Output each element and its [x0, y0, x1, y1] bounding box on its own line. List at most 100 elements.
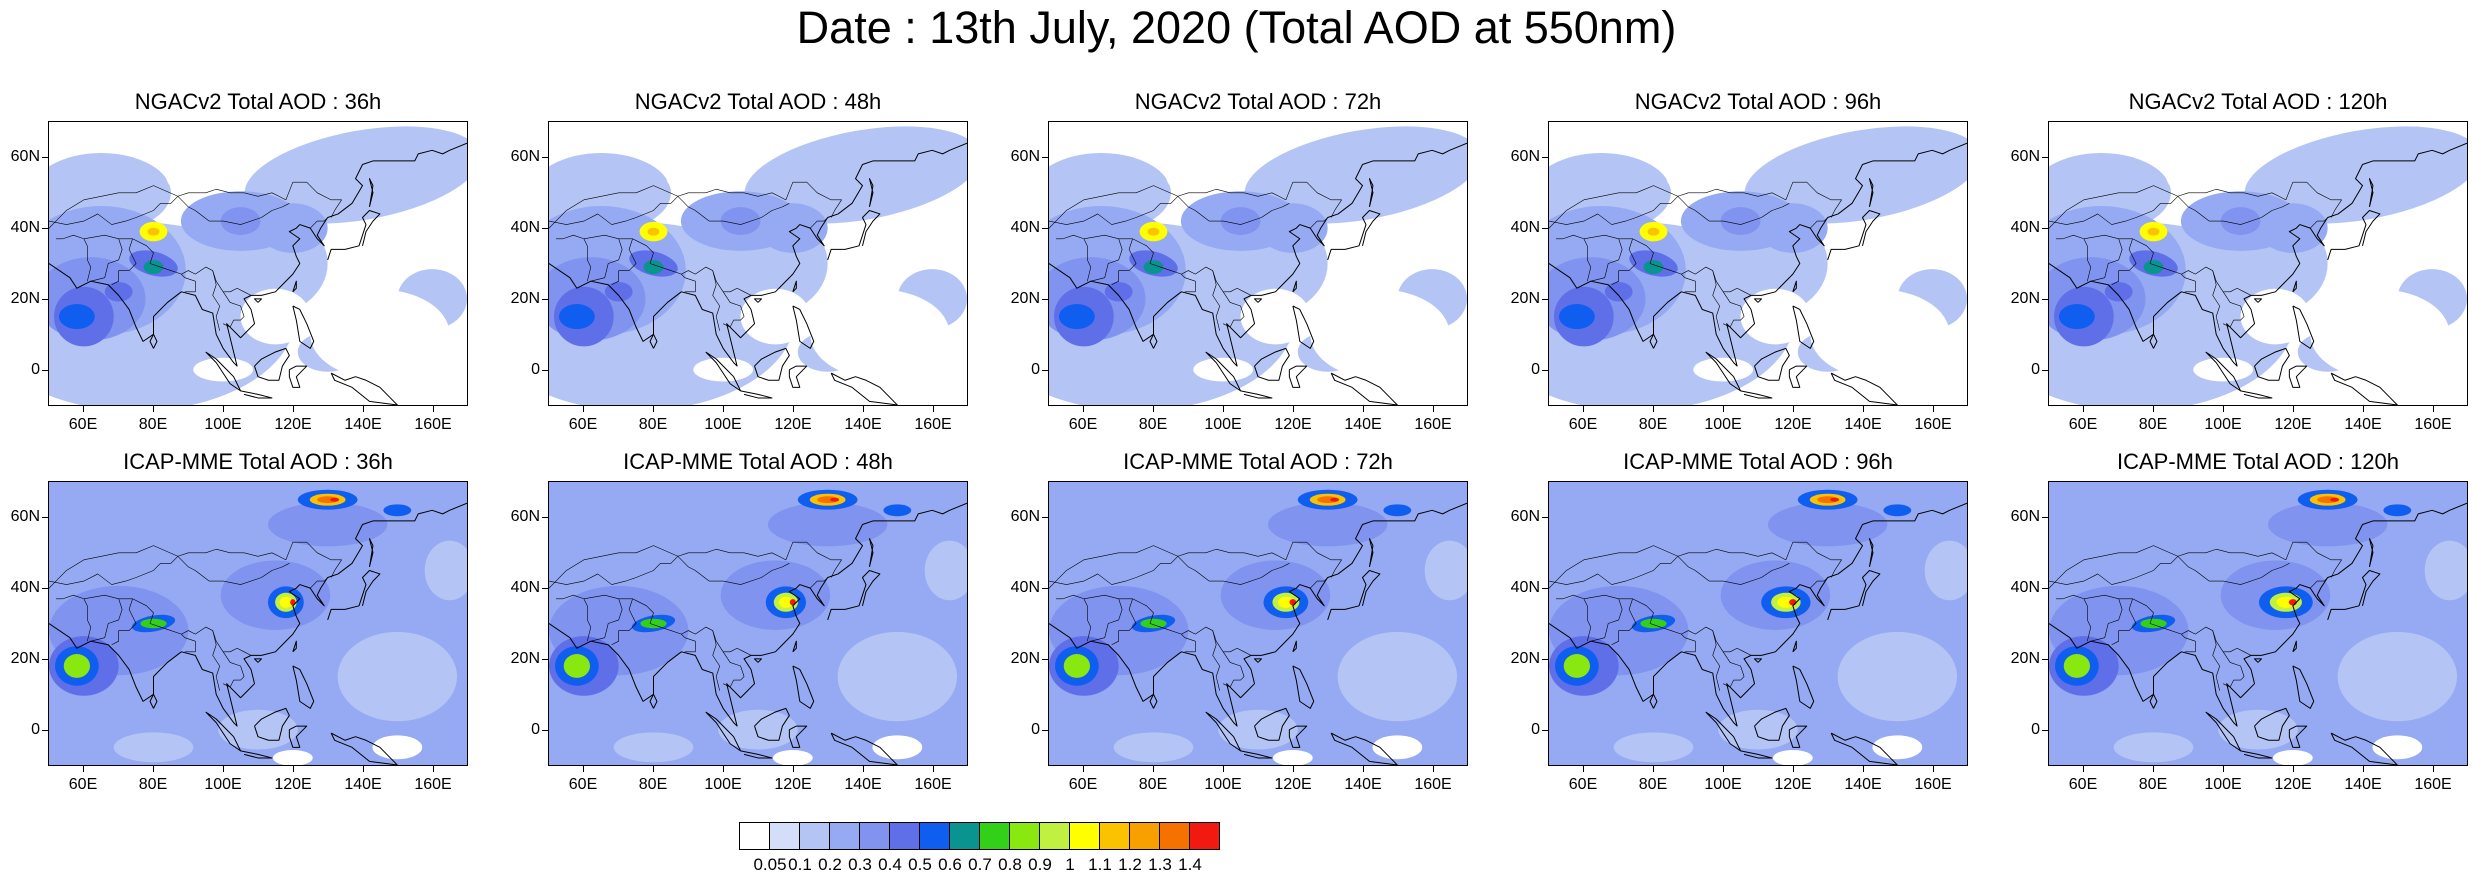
lat-tick-label: 60N — [1010, 507, 1040, 525]
lon-tick-label: 120E — [274, 416, 312, 433]
colorbar — [739, 822, 1220, 850]
lat-tick — [2042, 299, 2048, 301]
colorbar-label: 1.3 — [1148, 855, 1172, 874]
lon-tick — [793, 406, 794, 412]
lat-tick-label: 40N — [1510, 578, 1540, 596]
aod-feature — [558, 304, 595, 330]
lat-tick — [2042, 156, 2048, 158]
lat-tick-label: 0 — [531, 721, 540, 739]
lon-tick-label: 140E — [1344, 416, 1382, 433]
lat-tick-label: 20N — [1010, 650, 1040, 668]
lon-tick — [153, 766, 154, 772]
lat-tick-label: 60N — [10, 507, 40, 525]
lat-tick — [42, 299, 48, 301]
lat-tick — [1042, 587, 1048, 589]
map-panel: NGACv2 Total AOD : 96h 60N 40N 20N 0 60E 80E 10… — [1500, 88, 2000, 438]
lon-tick-label: 100E — [1204, 776, 1242, 793]
aod-feature — [1140, 618, 1167, 629]
lat-tick-label: 40N — [1510, 218, 1540, 236]
lon-tick-label: 120E — [1774, 416, 1812, 433]
aod-feature — [720, 207, 761, 235]
lat-tick — [1042, 156, 1048, 158]
aod-field — [1549, 126, 1967, 405]
map-panel: NGACv2 Total AOD : 120h 60N 40N 20N 0 60E 80E 1… — [2000, 88, 2473, 438]
lon-tick — [433, 406, 434, 412]
panel-title: ICAP-MME Total AOD : 120h — [2116, 449, 2400, 474]
lon-tick — [2223, 766, 2224, 772]
lon-tick-label: 80E — [2138, 416, 2168, 433]
lat-tick-label: 60N — [1510, 147, 1540, 165]
lat-tick-label: 60N — [1010, 147, 1040, 165]
lat-tick — [1042, 227, 1048, 229]
aod-field — [549, 482, 967, 765]
lat-tick-label: 40N — [510, 578, 540, 596]
lon-tick — [793, 766, 794, 772]
lon-tick-label: 140E — [344, 776, 382, 793]
lat-tick — [1542, 659, 1548, 661]
lon-tick — [433, 766, 434, 772]
aod-feature — [104, 282, 133, 302]
colorbar-label: 0.8 — [998, 855, 1022, 874]
lon-tick-label: 160E — [1414, 416, 1452, 433]
panel-title: NGACv2 Total AOD : 48h — [634, 89, 882, 114]
lon-tick-label: 100E — [704, 776, 742, 793]
lat-tick-label: 20N — [2010, 650, 2040, 668]
lon-tick — [2223, 406, 2224, 412]
lat-tick — [1542, 730, 1548, 732]
panel-title: ICAP-MME Total AOD : 96h — [1623, 449, 1893, 474]
aod-feature — [1058, 304, 1095, 330]
lat-tick-label: 20N — [1010, 290, 1040, 308]
lat-tick-label: 0 — [2031, 721, 2040, 739]
lat-tick-label: 60N — [2010, 147, 2040, 165]
colorbar-label: 0.4 — [878, 855, 902, 874]
panel-title: NGACv2 Total AOD : 96h — [1634, 89, 1882, 114]
lon-tick — [653, 766, 654, 772]
lon-tick-label: 60E — [1068, 416, 1098, 433]
lat-tick — [2042, 516, 2048, 518]
aod-feature — [1563, 654, 1591, 678]
lat-tick — [2042, 370, 2048, 372]
map-panel: ICAP-MME Total AOD : 72h 60N 40N 20N 0 60E 80E… — [1000, 448, 1500, 798]
colorbar-box — [889, 822, 920, 850]
lon-tick — [83, 766, 84, 772]
lon-tick — [1153, 406, 1154, 412]
aod-feature — [604, 282, 633, 302]
lat-tick — [542, 730, 548, 732]
lon-tick-label: 160E — [414, 776, 452, 793]
map-panel: ICAP-MME Total AOD : 120h 60N 40N 20N 0 60E 80… — [2000, 448, 2473, 798]
lon-tick-label: 140E — [1844, 776, 1882, 793]
colorbar-label: 0.6 — [938, 855, 962, 874]
lon-tick-label: 120E — [1274, 416, 1312, 433]
lon-tick — [723, 406, 724, 412]
lat-tick-label: 40N — [2010, 578, 2040, 596]
lat-tick-label: 60N — [2010, 507, 2040, 525]
aod-feature — [140, 618, 167, 629]
lon-tick — [2293, 406, 2294, 412]
lat-tick-label: 0 — [1031, 721, 1040, 739]
lat-tick — [542, 659, 548, 661]
lon-tick — [363, 766, 364, 772]
lat-tick — [542, 299, 548, 301]
lat-tick-label: 20N — [2010, 290, 2040, 308]
lat-tick-label: 0 — [31, 721, 40, 739]
lon-tick-label: 120E — [2274, 416, 2312, 433]
lon-tick — [863, 766, 864, 772]
lon-tick-label: 60E — [1068, 776, 1098, 793]
panel-title: ICAP-MME Total AOD : 48h — [623, 449, 893, 474]
lon-tick-label: 80E — [138, 776, 168, 793]
lon-tick — [153, 406, 154, 412]
lon-tick — [863, 406, 864, 412]
lon-tick — [2433, 766, 2434, 772]
figure-title: Date : 13th July, 2020 (Total AOD at 550… — [796, 2, 1677, 53]
lon-tick — [293, 406, 294, 412]
lat-tick-label: 60N — [510, 507, 540, 525]
lon-tick — [1433, 766, 1434, 772]
lon-tick-label: 140E — [1844, 416, 1882, 433]
lon-tick — [1223, 406, 1224, 412]
aod-feature — [1604, 282, 1633, 302]
aod-feature — [388, 506, 406, 514]
lon-tick — [2083, 766, 2084, 772]
lat-tick — [1042, 659, 1048, 661]
lat-tick — [1042, 370, 1048, 372]
lat-tick-label: 0 — [1531, 721, 1540, 739]
